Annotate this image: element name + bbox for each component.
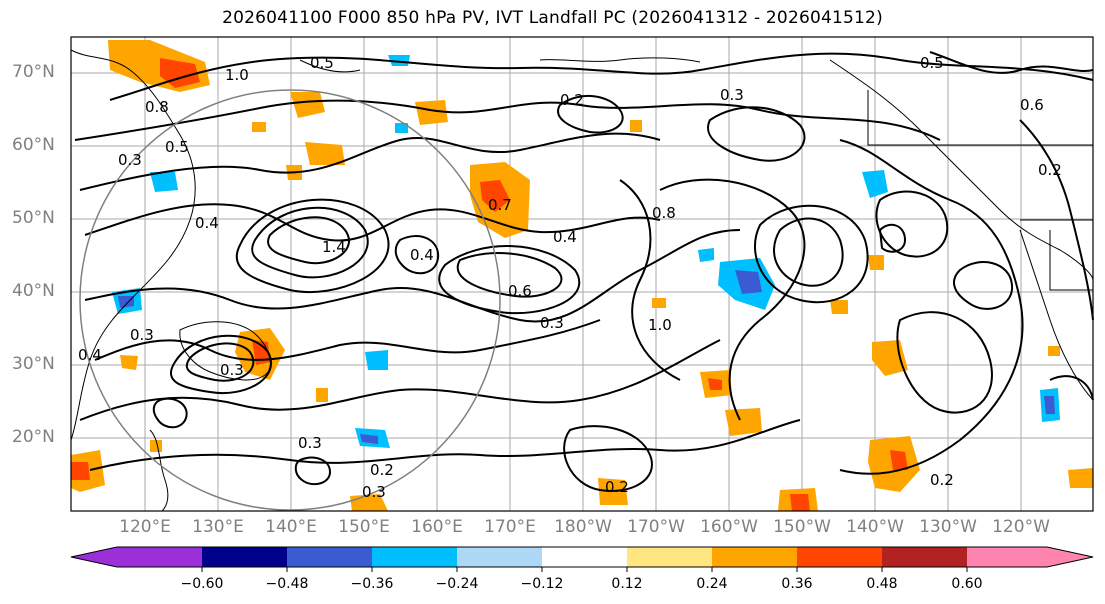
colorbar-label: −0.48 (265, 576, 309, 592)
contour-label: 0.6 (1020, 96, 1044, 114)
lon-label: 170°W (627, 517, 685, 537)
contour-label: 0.5 (310, 54, 334, 72)
colorbar-label: 0.60 (951, 576, 983, 592)
contour-label: 0.2 (560, 91, 584, 109)
contour-label: 0.5 (165, 138, 189, 156)
lon-label: 130°E (192, 517, 244, 537)
contour-label: 0.3 (720, 86, 744, 104)
colorbar-segment (627, 547, 712, 567)
colorbar-label: 0.24 (696, 576, 728, 592)
lon-label: 130°W (919, 517, 977, 537)
colorbar-label: 0.48 (866, 576, 898, 592)
lat-label: 70°N (12, 62, 55, 82)
lon-label: 120°E (119, 517, 171, 537)
lon-label: 170°E (484, 517, 536, 537)
colorbar-label: 0.12 (611, 576, 643, 592)
colorbar-segment (967, 547, 1047, 567)
contour-label: 0.3 (540, 314, 564, 332)
contour-label: 0.6 (508, 282, 532, 300)
colorbar-segment (882, 547, 967, 567)
contour-label: 0.4 (78, 346, 102, 364)
map-title: 2026041100 F000 850 hPa PV, IVT Landfall… (222, 8, 883, 28)
colorbar-extend-min (71, 547, 117, 567)
colorbar-label: −0.60 (180, 576, 224, 592)
graticule (71, 37, 1093, 511)
colorbar-segment (372, 547, 457, 567)
colorbar-label: −0.12 (520, 576, 564, 592)
colorbar-segment (202, 547, 287, 567)
contour-label: 0.3 (118, 151, 142, 169)
coastlines (70, 49, 1094, 512)
colorbar-outline (70, 546, 1094, 568)
lon-label: 160°W (700, 517, 758, 537)
colorbar (70, 546, 1094, 572)
colorbar-extend-max (1047, 547, 1093, 567)
contour-label: 0.3 (220, 361, 244, 379)
contour-label: 1.0 (225, 66, 249, 84)
contour-label: 0.5 (920, 54, 944, 72)
contour-label: 0.8 (652, 204, 676, 222)
contour-label: 0.2 (605, 478, 629, 496)
contour-label: 0.3 (298, 434, 322, 452)
lat-label: 20°N (12, 427, 55, 447)
contour-label: 0.2 (930, 471, 954, 489)
lat-label: 30°N (12, 354, 55, 374)
contour-label: 1.4 (322, 238, 346, 256)
contour-label: 0.4 (195, 214, 219, 232)
range-ring (79, 89, 501, 511)
pc-shading (71, 40, 1093, 511)
contour-label: 0.2 (1038, 161, 1062, 179)
contour-label: 0.8 (145, 98, 169, 116)
colorbar-label: 0.36 (781, 576, 813, 592)
colorbar-segment (117, 547, 202, 567)
colorbar-segment (457, 547, 542, 567)
colorbar-segment (797, 547, 882, 567)
contour-labels: 1.0 0.5 0.8 0.5 0.3 0.4 0.4 1.4 0.7 0.4 … (78, 54, 1062, 501)
contour-label: 0.7 (488, 196, 512, 214)
map-border (70, 36, 1094, 512)
lon-label: 150°W (773, 517, 831, 537)
colorbar-label: −0.24 (435, 576, 479, 592)
lon-label: 120°W (992, 517, 1050, 537)
colorbar-segment (287, 547, 372, 567)
contour-label: 0.3 (362, 483, 386, 501)
map-background (71, 37, 1093, 511)
contour-label: 0.3 (130, 326, 154, 344)
colorbar-segment (542, 547, 627, 567)
lat-label: 60°N (12, 135, 55, 155)
colorbar-label: −0.36 (350, 576, 394, 592)
contour-label: 1.0 (648, 316, 672, 334)
lon-label: 140°W (846, 517, 904, 537)
lon-label: 180°W (554, 517, 612, 537)
contour-label: 0.4 (553, 228, 577, 246)
contour-label: 0.4 (410, 246, 434, 264)
pv-contours (74, 51, 1094, 492)
lat-label: 40°N (12, 281, 55, 301)
contour-label: 0.2 (370, 461, 394, 479)
lon-label: 150°E (338, 517, 390, 537)
colorbar-segment (712, 547, 797, 567)
lon-label: 140°E (265, 517, 317, 537)
lat-label: 50°N (12, 208, 55, 228)
lon-label: 160°E (411, 517, 463, 537)
